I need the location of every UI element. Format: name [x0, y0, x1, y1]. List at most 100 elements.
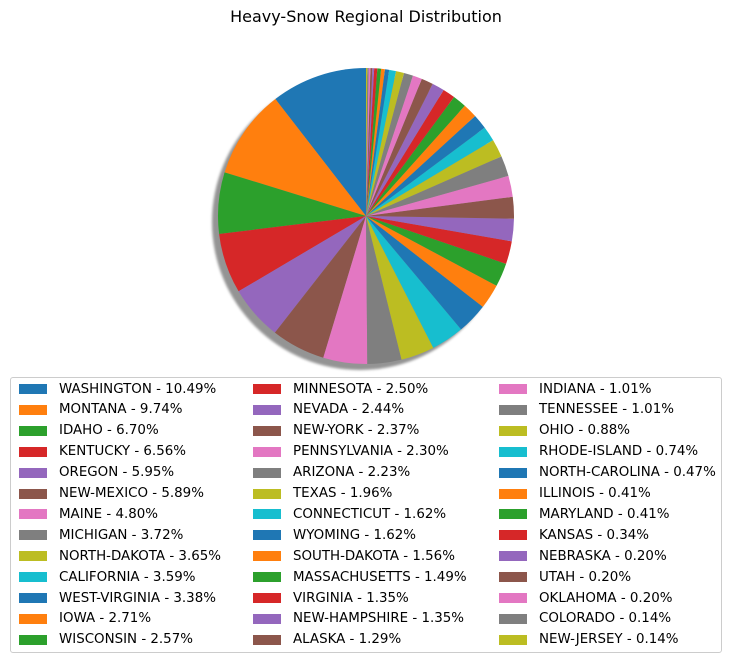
legend-swatch	[19, 593, 47, 603]
pie-slice-16	[366, 175, 513, 216]
legend-swatch	[499, 384, 527, 394]
legend-label: WYOMING - 1.62%	[293, 527, 417, 543]
pie-slice-34	[366, 68, 375, 216]
pie-slice-30	[366, 69, 390, 216]
legend-item: MAINE - 4.80%	[19, 504, 158, 524]
pie-slice-37	[366, 68, 369, 216]
pie-slice-3	[219, 216, 366, 292]
pie-slice-27	[366, 72, 413, 216]
legend-swatch	[499, 613, 527, 624]
pie-slice-36	[366, 68, 371, 216]
legend-label: OREGON - 5.95%	[59, 465, 175, 481]
legend-item: COLORADO - 0.14%	[499, 609, 671, 629]
legend-item: CONNECTICUT - 1.62%	[253, 504, 446, 524]
pie-slice-19	[366, 127, 494, 216]
legend-item: ARIZONA - 2.23%	[253, 463, 410, 483]
legend-swatch	[19, 446, 47, 457]
legend-item: MINNESOTA - 2.50%	[253, 379, 428, 399]
legend-item: MONTANA - 9.74%	[19, 400, 182, 420]
pie-slice-22	[366, 97, 465, 216]
legend-item: OKLAHOMA - 0.20%	[499, 588, 672, 608]
legend-swatch	[253, 488, 281, 499]
pie-slice-29	[366, 69, 397, 216]
legend-swatch	[499, 467, 527, 478]
legend-label: WISCONSIN - 2.57%	[59, 632, 193, 648]
legend-item: PENNSYLVANIA - 2.30%	[253, 442, 449, 462]
legend-label: MICHIGAN - 3.72%	[59, 527, 184, 543]
legend-swatch	[253, 384, 281, 394]
legend-item: MARYLAND - 0.41%	[499, 504, 669, 524]
legend-item: WYOMING - 1.62%	[253, 525, 416, 545]
legend-label: VIRGINIA - 1.35%	[293, 590, 409, 606]
pie-slice-13	[366, 216, 512, 264]
legend-label: NORTH-DAKOTA - 3.65%	[59, 548, 221, 564]
legend-label: NORTH-CAROLINA - 0.47%	[539, 465, 716, 481]
legend-item: UTAH - 0.20%	[499, 567, 631, 587]
legend-swatch	[253, 446, 281, 457]
legend-item: SOUTH-DAKOTA - 1.56%	[253, 546, 455, 566]
legend-item: NORTH-CAROLINA - 0.47%	[499, 463, 716, 483]
pie-slice-0	[275, 68, 366, 216]
legend-label: TENNESSEE - 1.01%	[539, 402, 674, 418]
legend-label: NEBRASKA - 0.20%	[539, 548, 667, 564]
legend-item: NEW-MEXICO - 5.89%	[19, 484, 204, 504]
pie-slice-5	[274, 216, 366, 358]
legend-item: NEVADA - 2.44%	[253, 400, 404, 420]
pie-slice-17	[366, 156, 509, 216]
pie-slice-20	[366, 116, 485, 216]
legend-label: OKLAHOMA - 0.20%	[539, 590, 673, 606]
pie-slice-6	[323, 216, 368, 364]
legend-label: MINNESOTA - 2.50%	[293, 381, 429, 397]
pie-slice-14	[366, 216, 514, 242]
pie-slice-32	[366, 68, 382, 216]
pie-slice-2	[218, 172, 366, 234]
legend-label: PENNSYLVANIA - 2.30%	[293, 444, 449, 460]
legend-label: TEXAS - 1.96%	[293, 486, 393, 501]
legend-swatch	[19, 509, 47, 520]
legend-item: KANSAS - 0.34%	[499, 525, 649, 545]
legend-item: TENNESSEE - 1.01%	[499, 400, 674, 420]
legend-label: UTAH - 0.20%	[539, 569, 632, 585]
legend-swatch	[499, 404, 527, 415]
pie-slice-1	[224, 99, 366, 216]
legend-label: WEST-VIRGINIA - 3.38%	[59, 590, 216, 606]
legend-label: ILLINOIS - 0.41%	[539, 486, 651, 501]
pie-slice-10	[366, 216, 483, 330]
legend-label: NEW-MEXICO - 5.89%	[59, 486, 204, 501]
pie-slice-8	[366, 216, 434, 360]
legend-item: IDAHO - 6.70%	[19, 421, 159, 441]
pie-slice-24	[366, 83, 444, 216]
legend-swatch	[499, 425, 527, 436]
legend-swatch	[19, 488, 47, 499]
legend-swatch	[19, 467, 47, 478]
legend-item: MASSACHUSETTS - 1.49%	[253, 567, 467, 587]
legend-label: CALIFORNIA - 3.59%	[59, 569, 196, 585]
legend-label: MONTANA - 9.74%	[59, 402, 183, 418]
legend-swatch	[253, 572, 281, 583]
legend-swatch	[19, 404, 47, 415]
legend-swatch	[253, 530, 281, 541]
legend-label: NEW-HAMPSHIRE - 1.35%	[293, 611, 465, 627]
legend-item: WEST-VIRGINIA - 3.38%	[19, 588, 216, 608]
legend-item: OHIO - 0.88%	[499, 421, 630, 441]
legend-item: WASHINGTON - 10.49%	[19, 379, 216, 399]
legend-swatch	[499, 488, 527, 499]
legend-item: MICHIGAN - 3.72%	[19, 525, 183, 545]
legend-label: INDIANA - 1.01%	[539, 381, 652, 397]
chart-title: Heavy-Snow Regional Distribution	[230, 7, 502, 26]
legend-swatch	[499, 572, 527, 583]
legend-swatch	[499, 530, 527, 541]
legend-item: KENTUCKY - 6.56%	[19, 442, 186, 462]
legend-item: IOWA - 2.71%	[19, 609, 151, 629]
legend-item: INDIANA - 1.01%	[499, 379, 651, 399]
legend-swatch	[253, 593, 281, 603]
legend-label: WASHINGTON - 10.49%	[59, 381, 217, 397]
pie-slice-31	[366, 68, 385, 216]
pie-slice-28	[366, 71, 404, 216]
legend-item: NEW-YORK - 2.37%	[253, 421, 419, 441]
legend-swatch	[253, 467, 281, 478]
legend-swatch	[499, 509, 527, 520]
pie-slice-33	[366, 68, 378, 217]
legend-swatch	[253, 425, 281, 436]
legend-item: NEBRASKA - 0.20%	[499, 546, 667, 566]
